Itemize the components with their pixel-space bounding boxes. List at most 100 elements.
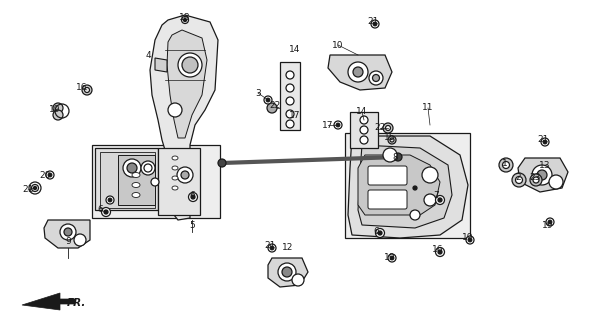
Circle shape [270,246,274,250]
Ellipse shape [172,166,178,170]
Ellipse shape [172,156,178,160]
Circle shape [127,163,137,173]
Circle shape [282,267,292,277]
Circle shape [168,103,182,117]
Text: 23: 23 [529,173,541,182]
Text: 14: 14 [356,108,368,116]
Circle shape [141,161,155,175]
Polygon shape [100,152,155,208]
Circle shape [390,138,394,142]
Text: 9: 9 [65,237,71,246]
Circle shape [468,238,472,242]
Polygon shape [518,158,568,192]
Circle shape [499,158,513,172]
Circle shape [82,85,92,95]
Circle shape [286,97,294,105]
Circle shape [53,110,63,120]
Circle shape [541,138,549,146]
Circle shape [267,103,277,113]
Polygon shape [44,220,90,248]
Circle shape [435,196,444,204]
Circle shape [466,236,474,244]
Polygon shape [155,58,167,72]
Text: 21: 21 [264,241,276,250]
Text: 7: 7 [433,191,439,201]
Circle shape [182,57,198,73]
Text: 3: 3 [255,89,261,98]
Circle shape [336,123,340,127]
Polygon shape [350,112,378,148]
Polygon shape [348,136,468,238]
Circle shape [286,71,294,79]
Polygon shape [167,30,207,138]
Circle shape [286,110,294,118]
Polygon shape [22,293,75,310]
Circle shape [371,20,379,28]
Circle shape [543,140,547,144]
Circle shape [422,167,438,183]
Circle shape [532,165,552,185]
Circle shape [177,167,193,183]
Text: 8: 8 [392,153,398,162]
Circle shape [383,123,393,133]
Text: 19: 19 [384,253,396,262]
Polygon shape [118,155,155,205]
Circle shape [48,173,52,177]
Circle shape [46,171,54,179]
Circle shape [104,210,108,214]
Text: 19: 19 [49,106,61,115]
Text: 16: 16 [432,245,444,254]
Circle shape [546,218,554,226]
Circle shape [348,62,368,82]
Circle shape [31,185,39,191]
Ellipse shape [172,186,178,190]
Circle shape [60,224,76,240]
Text: 11: 11 [422,103,434,113]
Circle shape [218,159,226,167]
Circle shape [74,234,86,246]
Circle shape [413,186,417,190]
Text: 20: 20 [39,171,51,180]
Text: 15: 15 [384,133,396,142]
Circle shape [268,244,276,252]
Circle shape [503,162,509,169]
Circle shape [178,53,202,77]
Circle shape [34,187,37,189]
Text: 22: 22 [269,101,281,110]
Circle shape [264,96,272,104]
Circle shape [549,175,563,189]
Circle shape [360,116,368,124]
Text: 17: 17 [322,121,334,130]
Circle shape [378,231,382,235]
Circle shape [353,67,363,77]
Polygon shape [92,145,220,218]
Ellipse shape [132,193,140,197]
Text: 22: 22 [374,124,386,132]
Circle shape [515,177,523,183]
Text: 6: 6 [189,191,195,201]
Circle shape [390,256,394,260]
Polygon shape [150,15,218,220]
Polygon shape [158,148,200,215]
Circle shape [512,173,526,187]
Circle shape [388,136,396,144]
Polygon shape [268,258,308,287]
Circle shape [373,22,377,26]
Circle shape [438,198,442,202]
Text: 19: 19 [462,234,474,243]
Polygon shape [358,155,440,215]
Circle shape [424,194,436,206]
Ellipse shape [132,182,140,188]
Circle shape [530,174,542,186]
Text: 6: 6 [373,228,379,236]
Circle shape [334,121,342,129]
Circle shape [181,171,189,179]
Circle shape [278,263,296,281]
Circle shape [53,103,63,113]
Circle shape [388,254,396,262]
Text: 10: 10 [332,41,344,50]
FancyBboxPatch shape [368,166,407,185]
Text: 16: 16 [76,84,88,92]
Text: 21: 21 [367,18,379,27]
Text: 17: 17 [289,110,301,119]
